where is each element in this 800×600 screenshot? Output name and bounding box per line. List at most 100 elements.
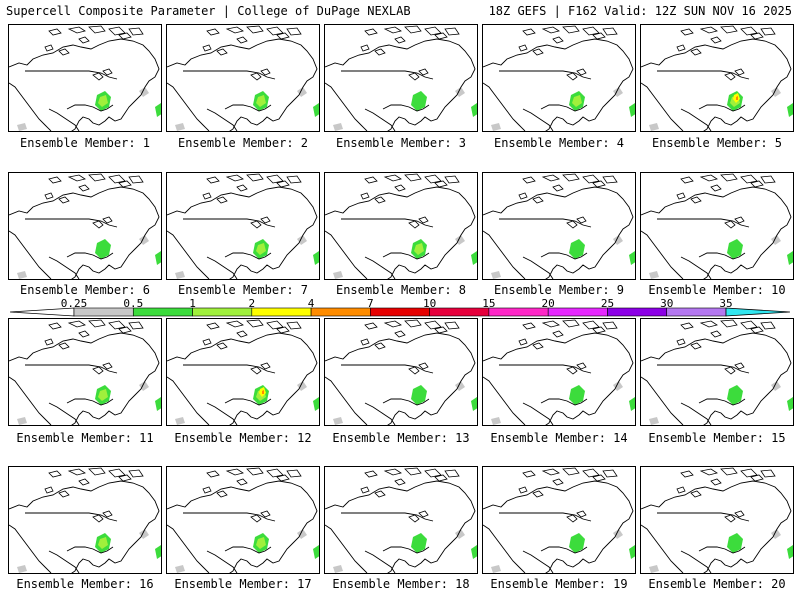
ensemble-map-panel	[324, 318, 478, 426]
scp-contour-fill	[155, 103, 161, 117]
map-lake-island	[276, 326, 290, 334]
map-lake-island	[78, 184, 90, 192]
ensemble-map	[167, 319, 319, 425]
map-lake-island	[118, 326, 132, 334]
map-lake-island	[118, 474, 132, 482]
map-lake-island	[88, 25, 106, 34]
map-lake-island	[404, 173, 422, 182]
map-lake-island	[374, 342, 386, 350]
map-lake-island	[276, 180, 290, 188]
map-lake-island	[58, 490, 70, 498]
scp-contour-fill	[313, 103, 319, 117]
ensemble-map-panel	[166, 318, 320, 426]
map-boundary-line	[641, 332, 792, 425]
scp-contour-fill	[471, 103, 477, 117]
map-lake-island	[602, 321, 618, 330]
ensemble-map	[9, 319, 161, 425]
map-lake-island	[67, 26, 86, 34]
map-lake-island	[532, 490, 544, 498]
map-lake-island	[518, 338, 528, 346]
map-lake-island	[760, 175, 776, 184]
map-lake-island	[552, 330, 564, 338]
map-lake-island	[424, 320, 442, 330]
map-lake-island	[88, 319, 106, 328]
map-boundary-line	[364, 550, 396, 573]
map-lake-island	[699, 468, 718, 476]
map-lake-island	[44, 338, 54, 346]
map-lake-island	[541, 174, 560, 182]
map-lake-island	[408, 514, 420, 523]
map-lake-island	[206, 322, 220, 330]
map-boundary-line	[9, 38, 160, 131]
ensemble-map	[167, 173, 319, 279]
map-lake-island	[128, 321, 144, 330]
scp-contour-fill	[175, 123, 185, 131]
ensemble-map-panel	[166, 24, 320, 132]
map-boundary-line	[483, 38, 634, 131]
map-boundary-line	[499, 218, 592, 228]
map-lake-island	[720, 319, 738, 328]
ensemble-map-panel	[482, 318, 636, 426]
ensemble-map-panel	[482, 466, 636, 574]
map-lake-island	[364, 28, 378, 36]
scp-contour-fill	[471, 397, 477, 411]
map-lake-island	[118, 180, 132, 188]
map-lake-island	[250, 514, 262, 523]
scp-contour-fill	[569, 239, 585, 259]
map-lake-island	[710, 184, 722, 192]
ensemble-map-panel	[324, 466, 478, 574]
map-boundary-line	[364, 402, 396, 425]
map-lake-island	[88, 173, 106, 182]
map-boundary-line	[206, 550, 238, 573]
map-boundary-line	[325, 376, 368, 425]
map-lake-island	[88, 467, 106, 476]
map-lake-island	[394, 184, 406, 192]
scp-contour-fill	[649, 417, 659, 425]
ensemble-member-label: Ensemble Member: 15	[648, 431, 786, 445]
map-boundary-line	[9, 82, 52, 131]
map-boundary-line	[483, 480, 634, 573]
map-boundary-line	[641, 524, 684, 573]
map-lake-island	[734, 68, 745, 76]
map-lake-island	[680, 176, 694, 184]
colorbar	[10, 307, 790, 317]
map-boundary-line	[9, 230, 52, 279]
map-lake-island	[383, 320, 402, 328]
ensemble-map	[641, 467, 793, 573]
map-boundary-line	[183, 218, 276, 228]
map-boundary-line	[680, 256, 712, 279]
ensemble-map-panel	[640, 466, 794, 574]
map-lake-island	[592, 180, 606, 188]
map-lake-island	[424, 174, 442, 184]
map-lake-island	[699, 174, 718, 182]
map-lake-island	[522, 470, 536, 478]
map-lake-island	[78, 478, 90, 486]
ensemble-map	[641, 25, 793, 131]
map-lake-island	[740, 26, 758, 36]
map-boundary-line	[224, 546, 272, 554]
map-boundary-line	[341, 364, 434, 374]
map-boundary-line	[25, 512, 118, 522]
ensemble-member-label: Ensemble Member: 3	[335, 136, 467, 150]
scp-contour-fill	[649, 271, 659, 279]
scp-contour-fill	[98, 95, 108, 107]
scp-contour-fill	[17, 565, 27, 573]
map-lake-island	[592, 474, 606, 482]
map-boundary-line	[167, 230, 210, 279]
map-lake-island	[118, 32, 132, 40]
map-boundary-line	[382, 104, 430, 112]
map-boundary-line	[167, 480, 318, 573]
map-boundary-line	[382, 398, 430, 406]
map-boundary-line	[224, 398, 272, 406]
scp-contour-fill	[175, 565, 185, 573]
map-lake-island	[202, 192, 212, 200]
ensemble-map	[483, 319, 635, 425]
map-lake-island	[724, 220, 736, 229]
map-boundary-line	[167, 38, 318, 131]
map-boundary-line	[48, 550, 80, 573]
map-lake-island	[102, 68, 113, 76]
map-lake-island	[566, 72, 578, 81]
map-lake-island	[266, 26, 284, 36]
ensemble-map	[167, 467, 319, 573]
map-boundary-line	[364, 108, 396, 131]
